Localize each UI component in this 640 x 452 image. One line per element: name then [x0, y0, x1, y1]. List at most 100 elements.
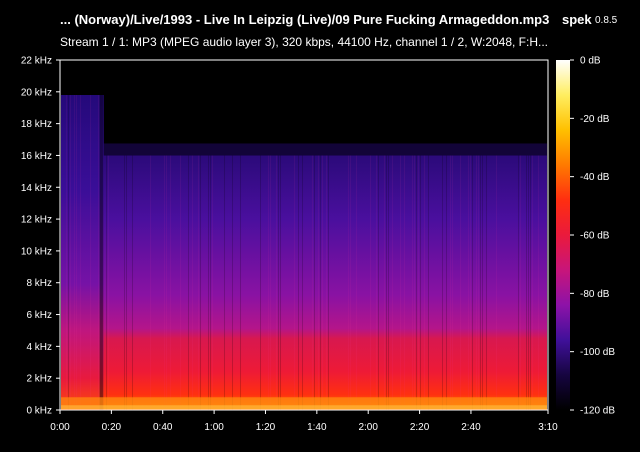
spectral-streak: [200, 155, 201, 410]
spectral-streak: [496, 155, 497, 410]
spectral-streak: [170, 155, 171, 410]
main-band: [103, 155, 548, 410]
level-tick-label: -80 dB: [580, 289, 610, 300]
spectral-streak: [326, 155, 327, 410]
spectral-streak: [150, 155, 151, 410]
spectral-streak: [528, 155, 529, 410]
spectrogram-image: [61, 95, 548, 410]
spectral-streak: [476, 155, 477, 410]
frequency-tick-label: 10 kHz: [21, 246, 52, 257]
spectral-streak: [188, 155, 189, 410]
frequency-tick-label: 8 kHz: [26, 278, 52, 289]
cutoff-fringe: [103, 143, 548, 156]
spectral-streak: [240, 155, 241, 410]
spectral-streak: [106, 155, 107, 410]
time-tick-label: 2:20: [410, 422, 430, 433]
spectral-streak: [446, 155, 447, 410]
spectral-streak: [318, 155, 319, 410]
level-scale-bar: [556, 60, 570, 410]
spectral-streak: [414, 155, 415, 410]
app-version: 0.8.5: [595, 15, 618, 26]
frequency-tick-label: 12 kHz: [21, 215, 52, 226]
spectral-streak: [328, 155, 329, 410]
stream-info: Stream 1 / 1: MP3 (MPEG audio layer 3), …: [60, 35, 549, 49]
time-tick-label: 0:00: [50, 422, 70, 433]
spectral-streak: [276, 155, 277, 410]
spectral-streak: [482, 155, 483, 410]
spectral-streak: [180, 155, 181, 410]
spectral-streak: [384, 155, 385, 410]
frequency-tick-label: 2 kHz: [26, 374, 52, 385]
spectral-streak: [520, 155, 521, 410]
spectral-streak: [98, 95, 99, 410]
spectral-streak: [314, 155, 315, 410]
intro-gap: [99, 95, 103, 410]
time-tick-label: 2:40: [461, 422, 481, 433]
spectral-streak: [472, 155, 473, 410]
spectral-streak: [452, 155, 453, 410]
spectral-streak: [322, 155, 323, 410]
spectral-streak: [312, 155, 313, 410]
plot-border: [59, 59, 549, 411]
level-tick-label: 0 dB: [580, 56, 601, 67]
spectral-streak: [268, 155, 269, 410]
time-tick-label: 2:00: [358, 422, 378, 433]
level-tick-label: -60 dB: [580, 231, 610, 242]
spectral-streak: [386, 155, 387, 410]
time-tick-label: 1:00: [204, 422, 224, 433]
spectral-streak: [198, 155, 199, 410]
spectral-streak: [278, 155, 279, 410]
spectral-streak: [388, 155, 389, 410]
frequency-tick-label: 22 kHz: [21, 56, 52, 67]
frequency-axis: 0 kHz 2 kHz 4 kHz 6 kHz 8 kHz 10 kHz 12 kHz 14 …: [21, 56, 60, 417]
frequency-tick-label: 4 kHz: [26, 342, 52, 353]
spectral-streak: [270, 155, 271, 410]
app-name: spek: [562, 12, 592, 27]
time-tick-label: 0:20: [102, 422, 122, 433]
spectral-streak: [404, 155, 405, 410]
spectral-streak: [350, 155, 351, 410]
spectral-streak: [212, 155, 213, 410]
spectral-streak: [480, 155, 481, 410]
spectral-streak: [400, 155, 401, 410]
spectral-streak: [102, 95, 103, 410]
frequency-tick-label: 16 kHz: [21, 151, 52, 162]
spectral-streak: [80, 95, 81, 410]
spectral-streak: [126, 155, 127, 410]
spectral-streak: [224, 155, 225, 410]
level-tick-label: -120 dB: [580, 406, 615, 417]
spectral-streak: [532, 155, 533, 410]
spectral-streak: [370, 155, 371, 410]
spectral-streak: [232, 155, 233, 410]
spectral-streak: [468, 155, 469, 410]
spectral-streak: [460, 155, 461, 410]
spectral-streak: [486, 155, 487, 410]
time-tick-label: 0:40: [153, 422, 173, 433]
spectral-streak: [260, 155, 261, 410]
spectral-streak: [378, 155, 379, 410]
spectral-streak: [298, 155, 299, 410]
spectral-streak: [428, 155, 429, 410]
frequency-tick-label: 0 kHz: [26, 406, 52, 417]
spectral-streak: [416, 155, 417, 410]
spectral-streak: [192, 155, 193, 410]
spectral-streak: [208, 155, 209, 410]
spectral-streak: [66, 95, 67, 410]
level-tick-label: -20 dB: [580, 114, 610, 125]
time-tick-label: 1:20: [256, 422, 276, 433]
intro-band: [61, 95, 104, 410]
spectral-streak: [518, 155, 519, 410]
spectral-streak: [478, 155, 479, 410]
spectral-streak: [376, 155, 377, 410]
spectral-streak: [294, 155, 295, 410]
spectral-streak: [392, 155, 393, 410]
spectral-streak: [108, 155, 109, 410]
spectral-streak: [538, 155, 539, 410]
spectral-streak: [450, 155, 451, 410]
spectral-streak: [210, 155, 211, 410]
level-tick-label: -40 dB: [580, 172, 610, 183]
spectral-streak: [418, 155, 419, 410]
spectral-streak: [68, 95, 69, 410]
spectral-streak: [74, 95, 75, 410]
